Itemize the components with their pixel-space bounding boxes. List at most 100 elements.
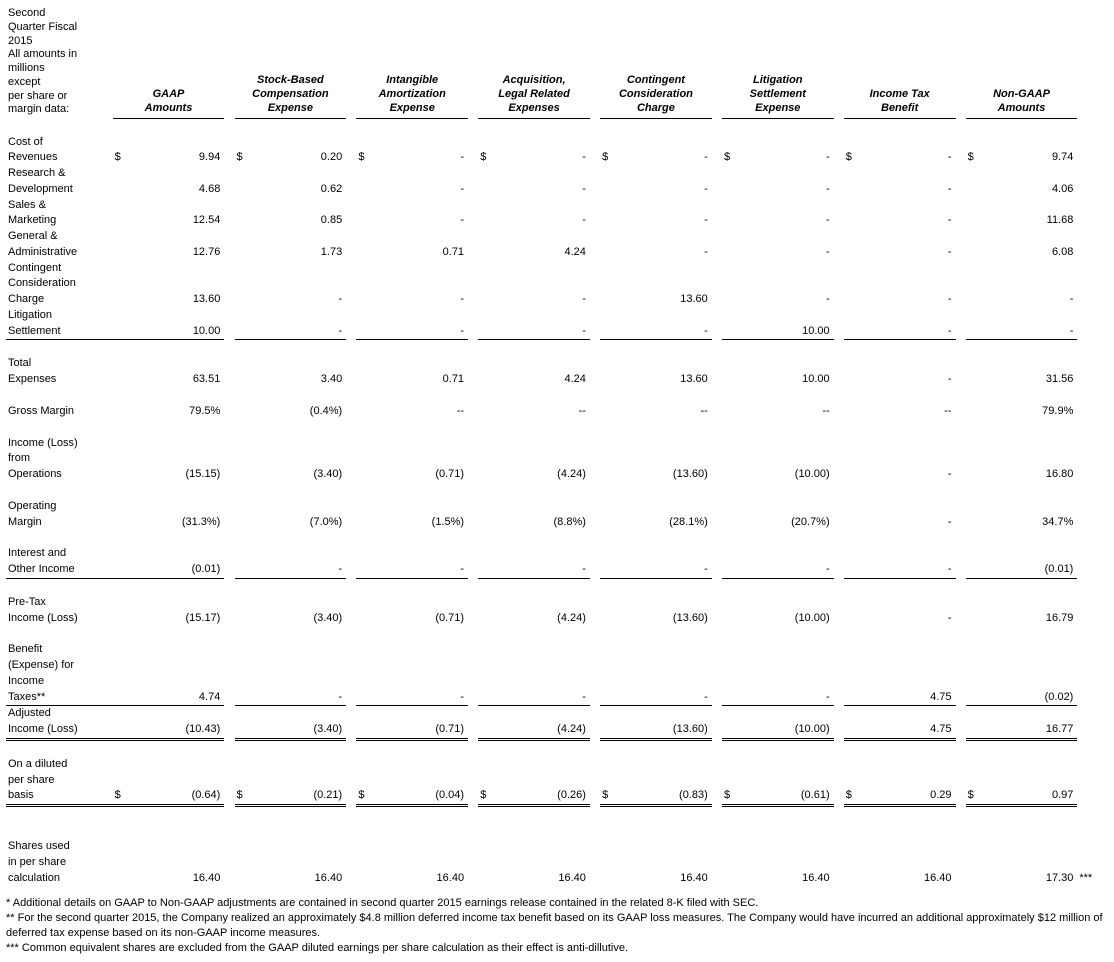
val-ga-1: 1.73 (247, 245, 346, 261)
ch3-l2: Legal Related (498, 88, 570, 100)
val-om-5: (20.7%) (735, 515, 834, 531)
ch1-l2: Compensation (252, 88, 328, 100)
lbl-adj-l2: Income (Loss) (6, 722, 113, 739)
val-ben-2: - (369, 690, 468, 706)
note-shares: *** (1077, 871, 1108, 887)
val-dil-0: (0.64) (125, 788, 224, 805)
val-tot-6: - (856, 372, 955, 388)
lbl-rnd-l1: Research & (6, 166, 113, 182)
val-rnd-7: 4.06 (978, 182, 1077, 198)
val-cost-0: 9.94 (125, 150, 224, 166)
val-ben-4: - (613, 690, 712, 706)
val-cost-7: 9.74 (978, 150, 1077, 166)
val-ben-6: 4.75 (856, 690, 955, 706)
lbl-ben-l4: Taxes** (6, 690, 113, 706)
lbl-gm: Gross Margin (6, 404, 113, 420)
val-int-1: - (247, 562, 346, 578)
val-int-3: - (491, 562, 590, 578)
val-om-4: (28.1%) (613, 515, 712, 531)
val-rnd-6: - (856, 182, 955, 198)
lbl-dil-l3: basis (6, 788, 113, 805)
lbl-int-l1: Interest and (6, 546, 113, 562)
val-cont-6: - (856, 292, 955, 308)
val-dil-3: (0.26) (491, 788, 590, 805)
val-om-6: - (856, 515, 955, 531)
val-pt-3: (4.24) (491, 611, 590, 627)
lbl-sh-l3: calculation (6, 871, 113, 887)
header-left-1: Second (8, 7, 45, 19)
val-lit-6: - (856, 324, 955, 340)
lbl-tot-l2: Expenses (6, 372, 113, 388)
row-gross-margin: Gross Margin 79.5% (0.4%) -- -- -- -- --… (6, 404, 1108, 420)
val-ga-5: - (735, 245, 834, 261)
val-sh-2: 16.40 (369, 871, 468, 887)
val-rnd-5: - (735, 182, 834, 198)
row-income-ops: Operations (15.15) (3.40) (0.71) (4.24) … (6, 467, 1108, 483)
val-rnd-1: 0.62 (247, 182, 346, 198)
val-cont-1: - (247, 292, 346, 308)
row-sales: Marketing 12.54 0.85 - - - - - 11.68 (6, 213, 1108, 229)
lbl-cont-l2: Consideration (6, 276, 113, 292)
val-ops-4: (13.60) (613, 467, 712, 483)
ch0-l3: Amounts (145, 102, 193, 114)
col-header-4: Contingent Consideration Charge (600, 72, 712, 118)
row-rnd: Development 4.68 0.62 - - - - - 4.06 (6, 182, 1108, 198)
val-adj-2: (0.71) (369, 722, 468, 739)
val-cont-0: 13.60 (125, 292, 224, 308)
val-pt-7: 16.79 (978, 611, 1077, 627)
val-int-7: (0.01) (978, 562, 1077, 578)
val-lit-7: - (978, 324, 1077, 340)
val-sales-3: - (491, 213, 590, 229)
val-sh-5: 16.40 (735, 871, 834, 887)
header-left-7: per share or (8, 90, 67, 102)
ch1-l1: Stock-Based (257, 74, 324, 86)
val-adj-4: (13.60) (613, 722, 712, 739)
lbl-ops-l1: Income (Loss) (6, 436, 113, 452)
val-int-0: (0.01) (125, 562, 224, 578)
lbl-ga-l2: Administrative (6, 245, 113, 261)
ch2-l3: Expense (390, 102, 435, 114)
val-cont-5: - (735, 292, 834, 308)
val-sh-0: 16.40 (125, 871, 224, 887)
val-cost-1: 0.20 (247, 150, 346, 166)
cur-dil-2: $ (356, 788, 369, 805)
lbl-sh-l2: in per share (6, 855, 113, 871)
lbl-lit-l1: Litigation (6, 308, 113, 324)
val-tot-4: 13.60 (613, 372, 712, 388)
val-adj-1: (3.40) (247, 722, 346, 739)
lbl-adj-l1: Adjusted (6, 706, 113, 722)
header-left-5: millions (8, 62, 45, 74)
lbl-ga-l1: General & (6, 229, 113, 245)
cur-dil-1: $ (235, 788, 248, 805)
val-ga-6: - (856, 245, 955, 261)
lbl-sh-l1: Shares used (6, 839, 113, 855)
val-rnd-2: - (369, 182, 468, 198)
val-gm-1: (0.4%) (247, 404, 346, 420)
val-ops-6: - (856, 467, 955, 483)
val-sh-4: 16.40 (613, 871, 712, 887)
lbl-pt-l1: Pre-Tax (6, 595, 113, 611)
val-sales-5: - (735, 213, 834, 229)
val-om-3: (8.8%) (491, 515, 590, 531)
cur-cost-1: $ (235, 150, 248, 166)
cur-dil-6: $ (844, 788, 857, 805)
ch7-l2: Non-GAAP (993, 88, 1050, 100)
ch6-l3: Benefit (881, 102, 918, 114)
ch7-l3: Amounts (998, 102, 1046, 114)
lbl-pt-l2: Income (Loss) (6, 611, 113, 627)
row-pretax: Income (Loss) (15.17) (3.40) (0.71) (4.2… (6, 611, 1108, 627)
val-sales-6: - (856, 213, 955, 229)
footnote-1: * Additional details on GAAP to Non-GAAP… (6, 896, 1108, 911)
val-om-0: (31.3%) (125, 515, 224, 531)
lbl-ben-l2: (Expense) for (6, 658, 113, 674)
ch5-l2: Settlement (750, 88, 806, 100)
val-rnd-0: 4.68 (125, 182, 224, 198)
footnotes: * Additional details on GAAP to Non-GAAP… (6, 896, 1108, 955)
col-header-7: Non-GAAP Amounts (966, 72, 1078, 118)
val-cont-3: - (491, 292, 590, 308)
val-adj-7: 16.77 (978, 722, 1077, 739)
val-ops-2: (0.71) (369, 467, 468, 483)
lbl-ops-l3: Operations (6, 467, 113, 483)
val-lit-4: - (613, 324, 712, 340)
val-adj-5: (10.00) (735, 722, 834, 739)
